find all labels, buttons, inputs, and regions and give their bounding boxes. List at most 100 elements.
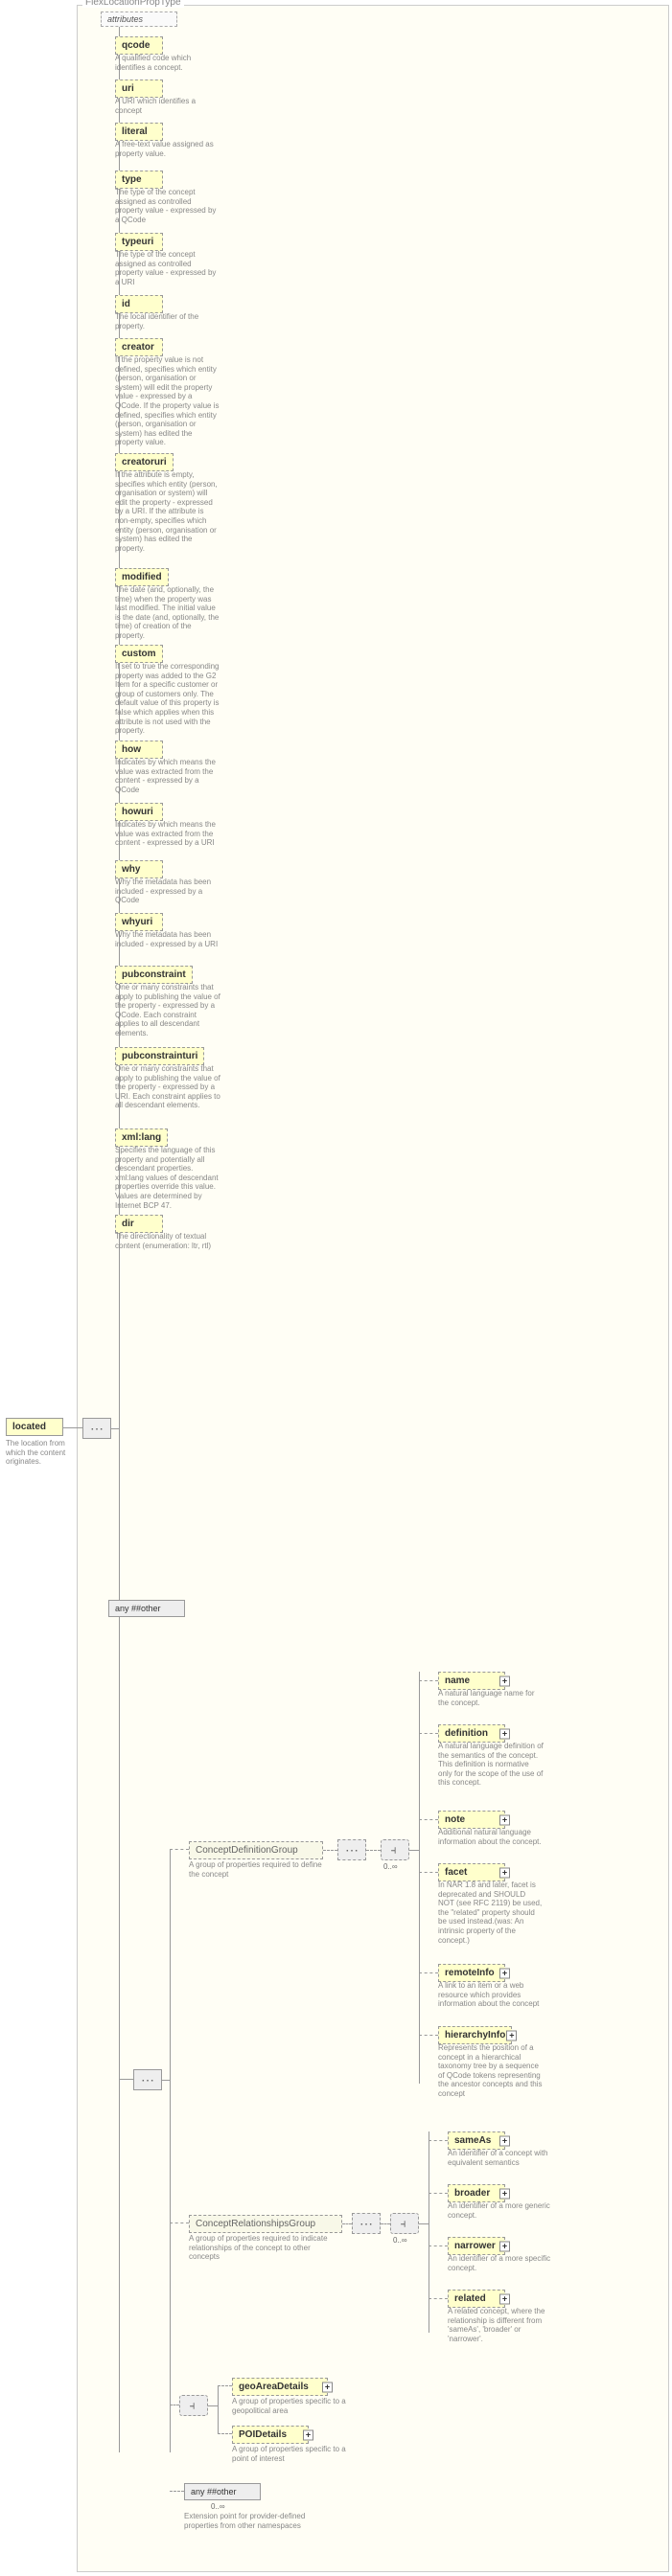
cdg-note: note+ xyxy=(438,1811,505,1829)
crg-broader: broader+ xyxy=(448,2184,505,2202)
attr-id: id xyxy=(115,295,163,313)
crg-card: 0..∞ xyxy=(393,2236,407,2245)
cdg-card: 0..∞ xyxy=(383,1862,398,1871)
grp-seq-out xyxy=(162,2080,170,2081)
crg-desc: A group of properties required to indica… xyxy=(189,2234,333,2262)
attr-whyuri-desc: Why the metadata has been included - exp… xyxy=(115,930,220,948)
poi-hline xyxy=(218,2433,232,2434)
cdg-definition: definition+ xyxy=(438,1724,505,1743)
seq-out-line xyxy=(111,1428,119,1429)
crg-related-desc: A related concept, where the relationshi… xyxy=(448,2307,553,2343)
cdg-facet: facet+ xyxy=(438,1863,505,1881)
concept-relationships-group: ConceptRelationshipsGroup xyxy=(189,2215,342,2233)
expand-icon[interactable]: + xyxy=(499,1968,510,1978)
connector-line xyxy=(429,2140,448,2141)
cdg-label: ConceptDefinitionGroup xyxy=(196,1845,298,1856)
cdg-name: name+ xyxy=(438,1672,505,1690)
cdg-name-desc: A natural language name for the concept. xyxy=(438,1689,544,1707)
crg-seq-out xyxy=(381,2223,390,2224)
attr-qcode: qcode xyxy=(115,36,163,55)
attr-how-desc: Indicates by which means the value was e… xyxy=(115,758,220,794)
attr-xml:lang: xml:lang xyxy=(115,1128,168,1147)
attr-type-desc: The type of the concept assigned as cont… xyxy=(115,188,220,224)
expand-icon[interactable]: + xyxy=(499,1867,510,1878)
grp-vline xyxy=(170,1849,171,2452)
details-choice xyxy=(179,2395,208,2416)
attr-how: how xyxy=(115,741,163,759)
connector-line xyxy=(429,2245,448,2246)
expand-icon[interactable]: + xyxy=(499,2241,510,2251)
crg-choice xyxy=(390,2213,419,2234)
cdg-seq-out xyxy=(366,1850,381,1851)
connector-line xyxy=(63,1427,82,1428)
cdg-hierarchyInfo: hierarchyInfo+ xyxy=(438,2026,512,2044)
crg-sameAs: sameAs+ xyxy=(448,2131,505,2150)
attr-why: why xyxy=(115,860,163,878)
attr-uri: uri xyxy=(115,80,163,98)
geo-area-details: geoAreaDetails + xyxy=(232,2378,328,2396)
expand-icon[interactable]: + xyxy=(499,1814,510,1825)
connector-line xyxy=(419,2035,438,2036)
cdg-remoteInfo-desc: A link to an item or a web resource whic… xyxy=(438,1981,544,2009)
attr-typeuri-desc: The type of the concept assigned as cont… xyxy=(115,250,220,286)
attr-type: type xyxy=(115,171,163,189)
gad-desc: A group of properties specific to a geop… xyxy=(232,2397,347,2415)
attr-creator-desc: If the property value is not defined, sp… xyxy=(115,355,220,447)
any2-label: any ##other xyxy=(191,2487,237,2496)
attr-uri-desc: A URI which identifies a concept xyxy=(115,97,220,115)
details-out xyxy=(208,2405,218,2406)
expand-icon[interactable]: + xyxy=(303,2429,313,2440)
attr-pubconstraint-desc: One or many constraints that apply to pu… xyxy=(115,983,220,1038)
cdg-choice xyxy=(381,1839,409,1860)
root-type-label: FlexLocationPropType xyxy=(82,0,184,8)
any2-card: 0..∞ xyxy=(211,2502,225,2511)
expand-icon[interactable]: + xyxy=(499,2188,510,2199)
attr-modified: modified xyxy=(115,568,169,586)
poi-label: POIDetails xyxy=(239,2429,287,2440)
connector-line xyxy=(429,2298,448,2299)
expand-icon[interactable]: + xyxy=(499,1676,510,1686)
attr-howuri: howuri xyxy=(115,803,163,821)
attr-creatoruri: creatoruri xyxy=(115,453,174,471)
attributes-label: attributes xyxy=(107,14,143,24)
attr-howuri-desc: Indicates by which means the value was e… xyxy=(115,820,220,848)
attr-dir-desc: The directionality of textual content (e… xyxy=(115,1232,220,1250)
expand-icon[interactable]: + xyxy=(322,2382,333,2392)
crg-narrower-desc: An identifier of a more specific concept… xyxy=(448,2254,553,2272)
concept-definition-group: ConceptDefinitionGroup xyxy=(189,1841,323,1859)
poi-desc: A group of properties specific to a poin… xyxy=(232,2445,347,2463)
cdg-seq xyxy=(337,1839,366,1860)
cdg-facet-desc: In NAR 1.8 and later, facet is deprecate… xyxy=(438,1881,544,1945)
crg-seq xyxy=(352,2213,381,2234)
attr-xml:lang-desc: Specifies the language of this property … xyxy=(115,1146,220,1210)
attributes-container: attributes xyxy=(101,11,177,27)
cdg-remoteInfo: remoteInfo+ xyxy=(438,1964,505,1982)
attr-literal: literal xyxy=(115,123,163,141)
attr-custom-desc: If set to true the corresponding propert… xyxy=(115,662,220,736)
located-element: located xyxy=(6,1418,63,1436)
attr-pubconstrainturi: pubconstrainturi xyxy=(115,1047,204,1065)
any2-hline xyxy=(170,2491,184,2492)
attr-pubconstraint: pubconstraint xyxy=(115,966,193,984)
connector-line xyxy=(419,1680,438,1681)
cdg-out xyxy=(323,1850,337,1851)
crg-broader-desc: An identifier of a more generic concept. xyxy=(448,2201,553,2220)
any-other-2: any ##other xyxy=(184,2483,261,2500)
located-label: located xyxy=(12,1422,46,1432)
cdg-hline xyxy=(170,1849,189,1850)
attr-pubconstrainturi-desc: One or many constraints that apply to pu… xyxy=(115,1064,220,1110)
any-other-1: any ##other xyxy=(108,1600,185,1617)
expand-icon[interactable]: + xyxy=(499,2135,510,2146)
attr-creatoruri-desc: If the attribute is empty, specifies whi… xyxy=(115,470,220,553)
connector-line xyxy=(419,1733,438,1734)
expand-icon[interactable]: + xyxy=(499,1728,510,1739)
crg-ch-out xyxy=(419,2223,429,2224)
expand-icon[interactable]: + xyxy=(506,2030,517,2040)
gad-label: geoAreaDetails xyxy=(239,2382,309,2392)
connector-line xyxy=(419,1872,438,1873)
attr-dir: dir xyxy=(115,1215,163,1233)
attr-typeuri: typeuri xyxy=(115,233,163,251)
attr-why-desc: Why the metadata has been included - exp… xyxy=(115,878,220,905)
grp-branch xyxy=(119,2079,133,2080)
expand-icon[interactable]: + xyxy=(499,2293,510,2304)
